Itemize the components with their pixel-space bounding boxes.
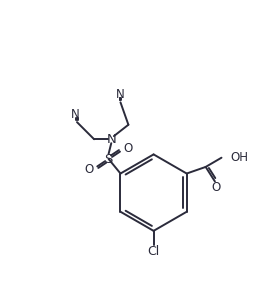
Text: O: O	[124, 142, 133, 155]
Text: O: O	[84, 163, 94, 176]
Text: N: N	[106, 133, 116, 146]
Text: Cl: Cl	[147, 245, 160, 258]
Text: O: O	[211, 181, 221, 194]
Text: N: N	[71, 108, 80, 121]
Text: N: N	[116, 88, 125, 101]
Text: S: S	[104, 153, 113, 166]
Text: OH: OH	[230, 151, 248, 164]
